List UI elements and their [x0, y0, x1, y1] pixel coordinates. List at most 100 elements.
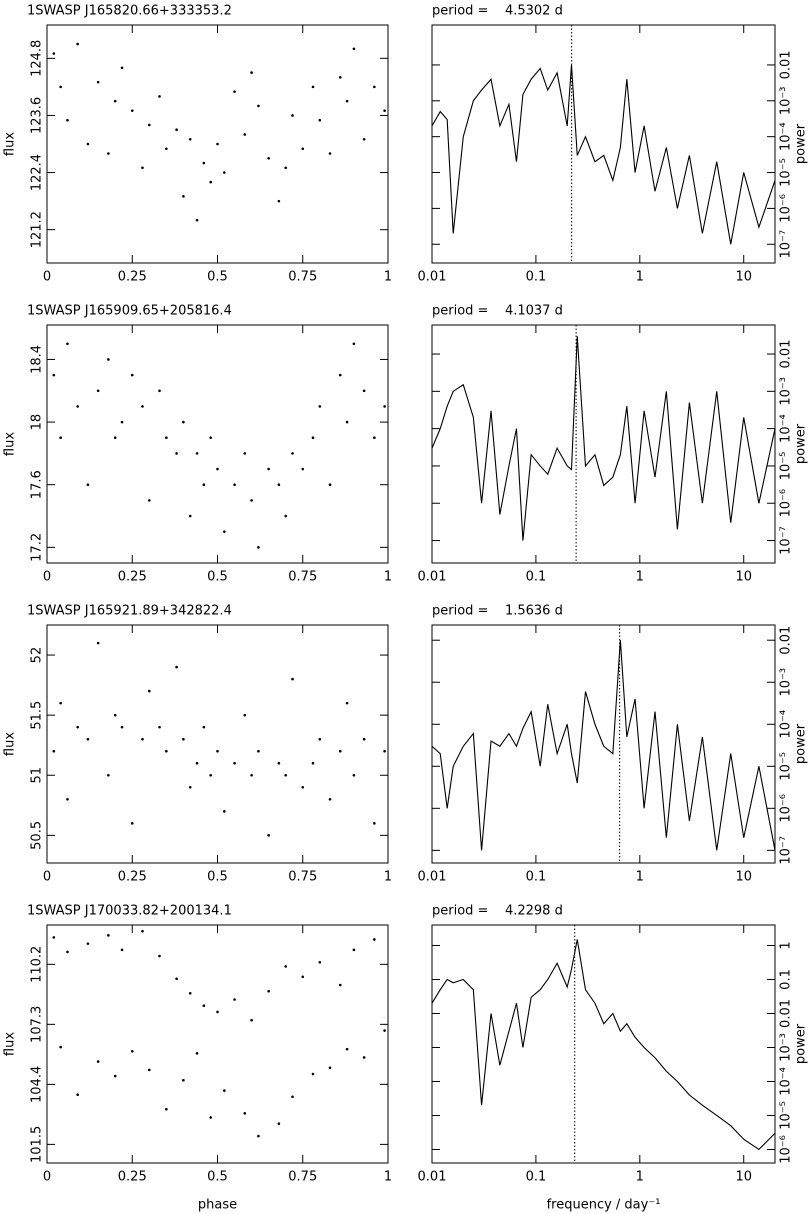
- plot-frame: [431, 624, 776, 864]
- plot-area: [52, 42, 386, 222]
- data-point: [373, 822, 376, 825]
- plot-area: [52, 342, 386, 549]
- y-tick-label: 17.6: [30, 470, 45, 499]
- data-point: [301, 147, 305, 151]
- data-point: [141, 166, 144, 170]
- data-point: [52, 52, 56, 55]
- data-point: [352, 948, 356, 952]
- y-tick-label: 0.01: [779, 999, 794, 1028]
- x-tick-label: 0.1: [526, 270, 547, 285]
- data-point: [338, 373, 342, 377]
- periodogram-line: [432, 336, 775, 541]
- data-point: [311, 85, 315, 89]
- data-point: [165, 749, 168, 753]
- data-point: [158, 95, 161, 98]
- data-point: [338, 983, 342, 987]
- panel-title: 1SWASP J165820.66+333353.2: [27, 4, 232, 19]
- data-point: [301, 785, 305, 789]
- data-point: [223, 810, 226, 813]
- data-point: [267, 834, 270, 837]
- x-tick-label: 0.01: [418, 870, 447, 885]
- y-axis-label: flux: [3, 432, 18, 456]
- y-tick-label: 0.01: [779, 626, 794, 655]
- data-point: [243, 452, 247, 455]
- y-axis-label: flux: [3, 132, 18, 156]
- data-point: [311, 761, 315, 765]
- data-point: [284, 514, 288, 518]
- y-tick-label: 10⁻³: [779, 668, 794, 697]
- x-tick-label: 10: [735, 870, 752, 885]
- data-point: [96, 1060, 100, 1063]
- data-point: [318, 737, 322, 741]
- data-point: [66, 797, 69, 801]
- data-point: [107, 934, 110, 937]
- data-point: [338, 76, 342, 79]
- plot-area: [432, 64, 775, 245]
- x-tick-label: 0.25: [118, 1170, 147, 1185]
- y-tick-label: 10⁻⁵: [779, 1101, 794, 1130]
- y-tick-label: 18: [30, 414, 45, 431]
- data-point: [52, 936, 56, 939]
- data-point: [328, 1066, 332, 1070]
- data-point: [383, 749, 386, 753]
- data-point: [158, 389, 161, 393]
- y-tick-label: 110.2: [30, 946, 45, 983]
- data-point: [59, 701, 62, 705]
- data-point: [250, 71, 253, 74]
- data-point: [291, 1095, 294, 1099]
- data-point: [141, 405, 144, 408]
- x-tick-label: 1: [384, 1170, 392, 1185]
- data-point: [284, 166, 288, 170]
- data-point: [141, 929, 144, 933]
- y-tick-label: 0.01: [779, 50, 794, 79]
- data-point: [318, 405, 322, 408]
- x-tick-label: 0.01: [418, 570, 447, 585]
- data-point: [373, 85, 376, 89]
- data-point: [250, 773, 253, 777]
- data-point: [233, 483, 236, 487]
- x-tick-label: 0: [43, 270, 51, 285]
- data-point: [188, 514, 192, 518]
- data-point: [76, 1093, 79, 1097]
- data-point: [165, 436, 168, 440]
- data-point: [182, 737, 185, 741]
- x-tick-label: 0.5: [207, 870, 228, 885]
- data-point: [352, 47, 356, 51]
- data-point: [216, 1010, 219, 1014]
- data-point: [277, 483, 281, 487]
- data-point: [328, 152, 332, 155]
- x-tick-label: 0.75: [288, 570, 317, 585]
- data-point: [257, 1134, 260, 1138]
- plot-area: [52, 641, 386, 837]
- plot-frame: [46, 924, 389, 1164]
- y-tick-label: 10⁻³: [779, 377, 794, 406]
- y-tick-label: 0.1: [779, 969, 794, 990]
- data-point: [345, 420, 349, 424]
- y-tick-label: 10⁻⁴: [779, 710, 794, 739]
- y-tick-label: 50.5: [30, 821, 45, 850]
- y-tick-label: 10⁻⁵: [779, 158, 794, 187]
- data-point: [76, 42, 79, 46]
- plot-frame: [431, 324, 776, 564]
- data-point: [216, 467, 219, 471]
- data-point: [257, 546, 260, 549]
- y-tick-label: 51: [30, 767, 45, 784]
- periodogram-line: [432, 64, 775, 245]
- y-axis-label: power: [794, 1023, 809, 1064]
- panel-title: period = 4.5302 d: [432, 4, 563, 19]
- data-point: [52, 373, 56, 377]
- data-point: [113, 1074, 117, 1078]
- data-point: [86, 483, 90, 487]
- plot-area: [432, 939, 775, 1151]
- data-point: [202, 725, 206, 729]
- data-point: [148, 1068, 151, 1072]
- data-point: [311, 436, 315, 440]
- data-point: [301, 467, 305, 471]
- plot-area: [432, 640, 775, 851]
- data-point: [223, 1089, 226, 1092]
- data-point: [291, 452, 294, 455]
- data-point: [209, 436, 212, 440]
- x-tick-label: 0: [43, 1170, 51, 1185]
- x-tick-label: 0.01: [418, 270, 447, 285]
- data-point: [52, 749, 56, 753]
